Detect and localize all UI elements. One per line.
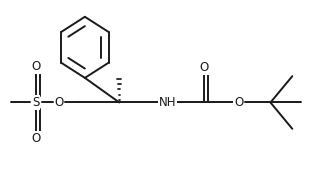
Text: NH: NH [159,96,176,109]
Text: O: O [200,61,209,74]
Text: O: O [31,132,41,145]
Text: S: S [32,96,40,109]
Text: O: O [31,60,41,73]
Text: O: O [234,96,243,109]
Text: O: O [54,96,63,109]
